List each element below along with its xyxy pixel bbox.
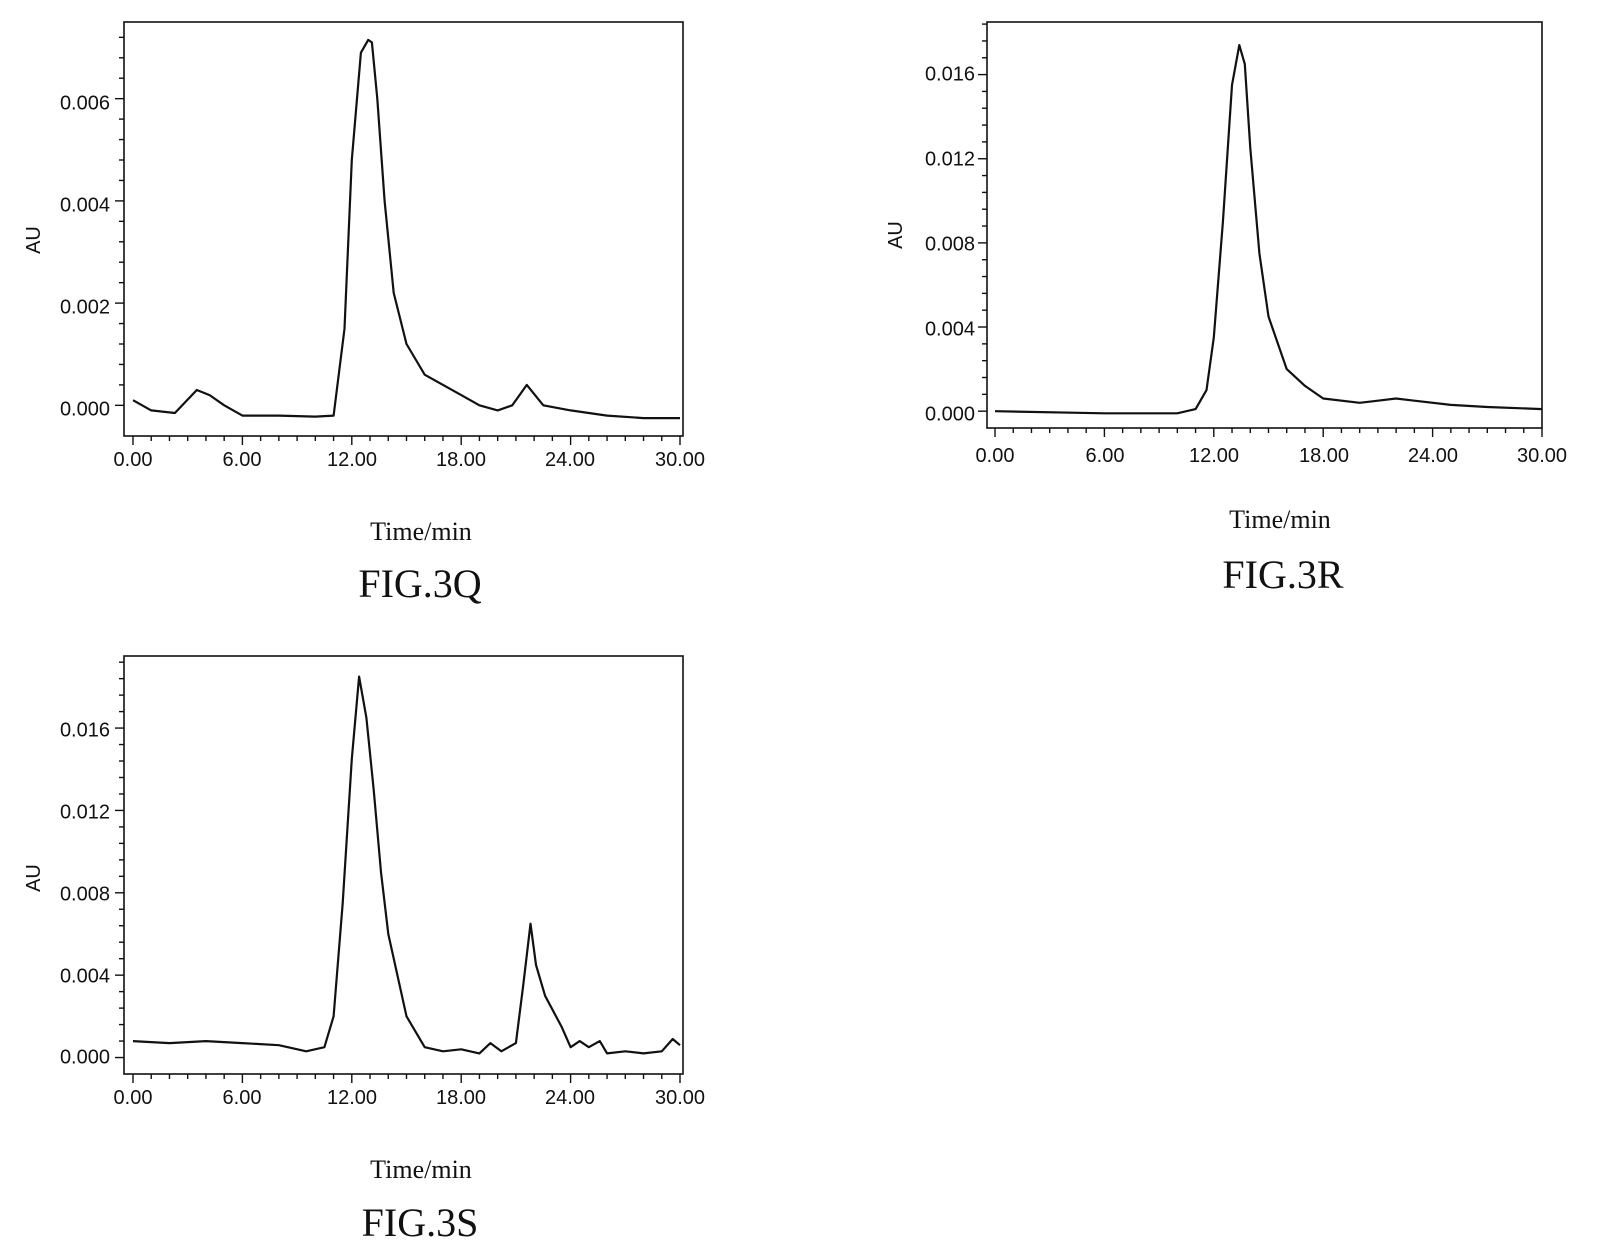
figure-caption: FIG.3R: [1222, 552, 1343, 597]
y-tick-labels: 0.000 0.004 0.008 0.012 0.016: [60, 719, 110, 1068]
chart-fig3q: 0.000 0.002 0.004 0.006 0.00 6.00 12.00 …: [23, 21, 706, 606]
y-axis-title: AU: [23, 226, 45, 254]
y-tick-label: 0.000: [60, 1046, 110, 1068]
y-tick-label: 0.004: [925, 318, 975, 340]
y-tick-label: 0.000: [925, 403, 975, 425]
y-tick-label: 0.006: [60, 92, 110, 114]
plot-frame: [123, 21, 684, 437]
y-tick-label: 0.012: [60, 801, 110, 823]
chart-fig3r: 0.000 0.004 0.008 0.012 0.016 0.00 6.00 …: [885, 21, 1568, 597]
chromatogram-trace: [994, 44, 1543, 415]
x-tick-label: 6.00: [223, 449, 262, 471]
y-tick-label: 0.004: [60, 965, 110, 987]
x-tick-label: 12.00: [327, 1087, 377, 1109]
x-tick-label: 30.00: [1517, 445, 1567, 467]
y-axis-title: AU: [23, 864, 45, 892]
axis-ticks: [115, 36, 681, 445]
x-tick-label: 0.00: [114, 449, 153, 471]
chromatogram-trace: [132, 38, 680, 420]
x-tick-label: 12.00: [327, 449, 377, 471]
x-tick-label: 0.00: [976, 445, 1015, 467]
chart-fig3s: 0.000 0.004 0.008 0.012 0.016 0.00 6.00 …: [23, 655, 706, 1245]
x-axis-title: Time/min: [370, 1155, 472, 1184]
x-tick-label: 30.00: [655, 449, 705, 471]
x-tick-label: 18.00: [1299, 445, 1349, 467]
y-tick-label: 0.008: [925, 233, 975, 255]
plot-frame: [986, 21, 1543, 429]
x-tick-label: 24.00: [1408, 445, 1458, 467]
y-tick-label: 0.016: [925, 63, 975, 85]
x-axis-title: Time/min: [370, 517, 472, 546]
x-tick-labels: 0.00 6.00 12.00 18.00 24.00 30.00: [976, 445, 1568, 467]
figure-caption: FIG.3Q: [358, 561, 481, 606]
y-tick-label: 0.012: [925, 148, 975, 170]
y-tick-label: 0.008: [60, 883, 110, 905]
y-tick-label: 0.016: [60, 719, 110, 741]
x-tick-label: 24.00: [545, 449, 595, 471]
x-tick-labels: 0.00 6.00 12.00 18.00 24.00 30.00: [114, 1087, 706, 1109]
x-tick-label: 18.00: [436, 449, 486, 471]
y-tick-labels: 0.000 0.004 0.008 0.012 0.016: [925, 63, 975, 425]
y-tick-labels: 0.000 0.002 0.004 0.006: [60, 92, 110, 420]
x-axis-title: Time/min: [1229, 505, 1331, 534]
y-axis-title: AU: [885, 221, 907, 249]
x-tick-label: 24.00: [545, 1087, 595, 1109]
y-tick-label: 0.002: [60, 296, 110, 318]
figure-caption: FIG.3S: [362, 1200, 479, 1245]
x-tick-label: 6.00: [1086, 445, 1125, 467]
chromatogram-trace: [132, 675, 681, 1055]
x-tick-label: 30.00: [655, 1087, 705, 1109]
x-tick-label: 12.00: [1189, 445, 1239, 467]
x-tick-label: 18.00: [436, 1087, 486, 1109]
axis-ticks: [978, 23, 1543, 437]
plot-frame: [123, 655, 684, 1075]
y-tick-label: 0.004: [60, 194, 110, 216]
axis-ticks: [115, 661, 681, 1083]
x-tick-label: 6.00: [223, 1087, 262, 1109]
x-tick-labels: 0.00 6.00 12.00 18.00 24.00 30.00: [114, 449, 706, 471]
y-tick-label: 0.000: [60, 398, 110, 420]
x-tick-label: 0.00: [114, 1087, 153, 1109]
